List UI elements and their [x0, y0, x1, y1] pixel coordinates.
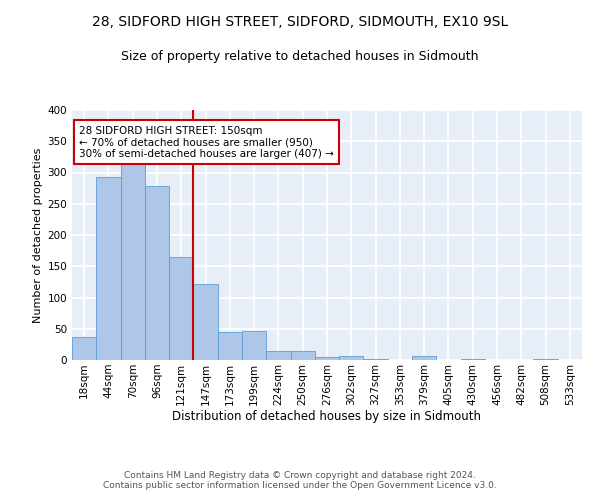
Bar [193, 284, 218, 360]
Bar [169, 257, 193, 360]
Bar [290, 350, 315, 360]
Bar [96, 177, 121, 360]
Text: 28 SIDFORD HIGH STREET: 150sqm
← 70% of detached houses are smaller (950)
30% of: 28 SIDFORD HIGH STREET: 150sqm ← 70% of … [79, 126, 334, 159]
Text: 28, SIDFORD HIGH STREET, SIDFORD, SIDMOUTH, EX10 9SL: 28, SIDFORD HIGH STREET, SIDFORD, SIDMOU… [92, 15, 508, 29]
Bar [461, 359, 485, 360]
X-axis label: Distribution of detached houses by size in Sidmouth: Distribution of detached houses by size … [173, 410, 482, 424]
Text: Size of property relative to detached houses in Sidmouth: Size of property relative to detached ho… [121, 50, 479, 63]
Bar [145, 186, 169, 360]
Bar [339, 356, 364, 360]
Bar [266, 350, 290, 360]
Bar [364, 359, 388, 360]
Bar [315, 357, 339, 360]
Text: Contains HM Land Registry data © Crown copyright and database right 2024.
Contai: Contains HM Land Registry data © Crown c… [103, 470, 497, 490]
Bar [533, 359, 558, 360]
Bar [218, 332, 242, 360]
Bar [242, 331, 266, 360]
Bar [121, 157, 145, 360]
Bar [412, 356, 436, 360]
Y-axis label: Number of detached properties: Number of detached properties [33, 148, 43, 322]
Bar [72, 337, 96, 360]
